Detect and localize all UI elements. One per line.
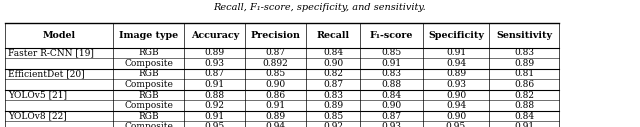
Text: 0.90: 0.90 bbox=[446, 112, 466, 121]
Text: 0.87: 0.87 bbox=[205, 69, 225, 78]
Text: 0.82: 0.82 bbox=[323, 69, 343, 78]
Text: 0.88: 0.88 bbox=[205, 91, 225, 100]
Text: 0.92: 0.92 bbox=[205, 101, 225, 110]
Text: 0.94: 0.94 bbox=[446, 101, 466, 110]
Text: YOLOv5 [21]: YOLOv5 [21] bbox=[8, 91, 67, 100]
Text: 0.92: 0.92 bbox=[323, 122, 343, 127]
Text: F₁-score: F₁-score bbox=[370, 31, 413, 40]
Text: Recall, F₁-score, specificity, and sensitivity.: Recall, F₁-score, specificity, and sensi… bbox=[214, 3, 426, 12]
Text: 0.91: 0.91 bbox=[266, 101, 285, 110]
Text: 0.892: 0.892 bbox=[262, 59, 289, 68]
Text: RGB: RGB bbox=[138, 91, 159, 100]
Text: Faster R-CNN [19]: Faster R-CNN [19] bbox=[8, 48, 93, 57]
Text: 0.83: 0.83 bbox=[381, 69, 402, 78]
Text: Composite: Composite bbox=[124, 59, 173, 68]
Text: 0.93: 0.93 bbox=[381, 122, 402, 127]
Text: 0.91: 0.91 bbox=[446, 48, 466, 57]
Text: RGB: RGB bbox=[138, 112, 159, 121]
Text: YOLOv8 [22]: YOLOv8 [22] bbox=[8, 112, 67, 121]
Text: 0.91: 0.91 bbox=[205, 112, 225, 121]
Text: 0.87: 0.87 bbox=[266, 48, 285, 57]
Text: 0.91: 0.91 bbox=[205, 80, 225, 89]
Text: 0.88: 0.88 bbox=[381, 80, 402, 89]
Text: 0.89: 0.89 bbox=[266, 112, 285, 121]
Text: 0.87: 0.87 bbox=[323, 80, 343, 89]
Text: 0.91: 0.91 bbox=[514, 122, 534, 127]
Text: 0.93: 0.93 bbox=[205, 59, 225, 68]
Text: 0.83: 0.83 bbox=[514, 48, 534, 57]
Text: Composite: Composite bbox=[124, 80, 173, 89]
Text: RGB: RGB bbox=[138, 48, 159, 57]
Text: 0.91: 0.91 bbox=[381, 59, 402, 68]
Text: Image type: Image type bbox=[119, 31, 178, 40]
Text: 0.95: 0.95 bbox=[205, 122, 225, 127]
Text: 0.83: 0.83 bbox=[323, 91, 343, 100]
Text: Composite: Composite bbox=[124, 122, 173, 127]
Text: 0.90: 0.90 bbox=[323, 59, 343, 68]
Text: Precision: Precision bbox=[251, 31, 300, 40]
Text: 0.90: 0.90 bbox=[381, 101, 402, 110]
Text: 0.88: 0.88 bbox=[514, 101, 534, 110]
Text: 0.84: 0.84 bbox=[514, 112, 534, 121]
Text: 0.82: 0.82 bbox=[514, 91, 534, 100]
Text: 0.85: 0.85 bbox=[266, 69, 285, 78]
Text: 0.90: 0.90 bbox=[266, 80, 285, 89]
Text: 0.85: 0.85 bbox=[323, 112, 343, 121]
Text: 0.94: 0.94 bbox=[266, 122, 285, 127]
Text: 0.86: 0.86 bbox=[514, 80, 534, 89]
Text: Model: Model bbox=[42, 31, 76, 40]
Text: 0.85: 0.85 bbox=[381, 48, 402, 57]
Text: RGB: RGB bbox=[138, 69, 159, 78]
Text: EfficientDet [20]: EfficientDet [20] bbox=[8, 69, 84, 78]
Text: 0.89: 0.89 bbox=[446, 69, 466, 78]
Text: 0.81: 0.81 bbox=[514, 69, 534, 78]
Text: Recall: Recall bbox=[317, 31, 349, 40]
Text: 0.89: 0.89 bbox=[323, 101, 343, 110]
Text: Sensitivity: Sensitivity bbox=[496, 31, 552, 40]
Text: Specificity: Specificity bbox=[428, 31, 484, 40]
Text: 0.93: 0.93 bbox=[446, 80, 466, 89]
Text: 0.89: 0.89 bbox=[205, 48, 225, 57]
Text: Accuracy: Accuracy bbox=[191, 31, 239, 40]
Text: 0.86: 0.86 bbox=[266, 91, 285, 100]
Text: 0.94: 0.94 bbox=[446, 59, 466, 68]
Text: 0.87: 0.87 bbox=[381, 112, 402, 121]
Text: 0.84: 0.84 bbox=[323, 48, 343, 57]
Text: Composite: Composite bbox=[124, 101, 173, 110]
Text: 0.84: 0.84 bbox=[381, 91, 402, 100]
Text: 0.89: 0.89 bbox=[514, 59, 534, 68]
Text: 0.95: 0.95 bbox=[446, 122, 466, 127]
Text: 0.90: 0.90 bbox=[446, 91, 466, 100]
